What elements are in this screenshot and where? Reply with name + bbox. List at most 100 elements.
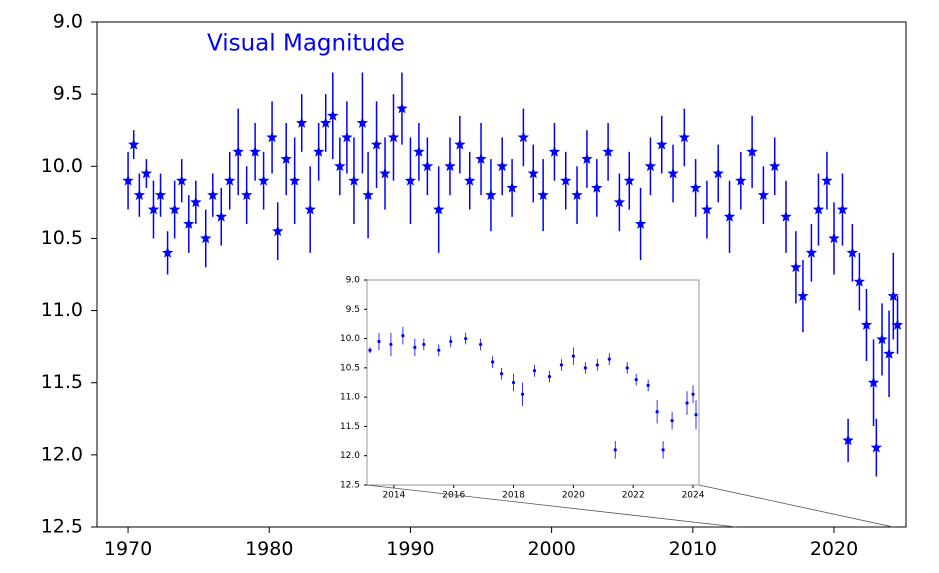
x-tick-label: 2014 [382, 490, 405, 500]
point [828, 232, 840, 244]
point [812, 203, 825, 215]
point [678, 131, 690, 143]
point [876, 333, 888, 345]
point [421, 160, 434, 172]
point [571, 189, 583, 200]
point [591, 181, 603, 193]
point [215, 210, 227, 222]
y-tick-label: 12.0 [340, 451, 360, 461]
y-tick-label: 11.5 [41, 371, 83, 393]
point [249, 145, 261, 157]
point [757, 189, 770, 200]
point [422, 342, 426, 347]
zoom-line [698, 484, 894, 528]
y-tick-label: 12.5 [340, 481, 360, 491]
point [634, 377, 638, 382]
point [867, 376, 880, 388]
point [389, 342, 393, 347]
y-tick-label: 9.5 [53, 83, 83, 105]
point [183, 218, 195, 229]
point [368, 348, 372, 352]
point [797, 290, 809, 301]
point [532, 369, 537, 373]
point [140, 167, 153, 179]
y-tick-label: 10.0 [340, 334, 360, 344]
point [613, 448, 617, 452]
point [701, 203, 713, 215]
point [413, 345, 417, 349]
point [168, 203, 181, 215]
point [266, 131, 278, 143]
point [362, 189, 374, 200]
x-tick-label: 2010 [669, 538, 717, 560]
point [433, 203, 445, 215]
y-tick-label: 9.0 [53, 11, 83, 33]
point [694, 413, 698, 417]
point [176, 174, 188, 186]
point [559, 363, 564, 367]
point [147, 203, 160, 215]
x-tick-label: 1990 [386, 538, 434, 560]
x-tick-label: 2018 [502, 490, 525, 500]
point [348, 174, 360, 186]
plot-area [366, 279, 700, 486]
point [491, 360, 495, 364]
y-tick-label: 12.5 [41, 516, 83, 538]
point [341, 131, 353, 143]
point [413, 145, 425, 157]
point [190, 196, 202, 208]
point [280, 153, 292, 164]
point [746, 145, 758, 157]
y-tick-label: 11.0 [340, 393, 360, 403]
point [454, 138, 466, 150]
point [370, 138, 383, 150]
point [860, 319, 873, 330]
point [475, 153, 487, 164]
point [644, 160, 657, 172]
point [200, 232, 212, 244]
point [805, 246, 818, 258]
chart-title: Visual Magnitude [207, 31, 405, 57]
point [404, 174, 417, 186]
x-tick-label: 2020 [562, 490, 585, 500]
point [511, 380, 516, 385]
y-tick-label: 12.0 [41, 443, 83, 465]
point [623, 174, 635, 186]
point [689, 181, 702, 193]
y-tick-label: 10.0 [41, 155, 83, 177]
point [607, 357, 611, 361]
point [842, 434, 854, 446]
point [506, 181, 518, 193]
point [656, 138, 668, 150]
point [401, 334, 405, 338]
point [685, 401, 689, 405]
point [224, 174, 236, 186]
point [537, 189, 549, 200]
point [853, 275, 866, 287]
point [691, 392, 695, 396]
point [327, 109, 339, 121]
point [154, 189, 167, 200]
point [128, 138, 140, 150]
y-tick-label: 10.5 [340, 363, 360, 373]
point [133, 189, 146, 200]
point [602, 145, 614, 157]
point [464, 336, 468, 341]
point [437, 348, 441, 352]
point [583, 366, 587, 370]
x-tick-label: 2020 [810, 538, 858, 560]
point [377, 339, 381, 344]
point [396, 102, 408, 114]
point [320, 117, 332, 128]
y-tick-label: 9.0 [346, 276, 361, 286]
point [313, 145, 325, 157]
point [735, 174, 747, 186]
point [887, 290, 899, 301]
point [485, 189, 497, 200]
point [527, 167, 539, 179]
point [769, 160, 781, 172]
point [667, 167, 679, 179]
point [655, 410, 659, 414]
point [891, 319, 904, 330]
